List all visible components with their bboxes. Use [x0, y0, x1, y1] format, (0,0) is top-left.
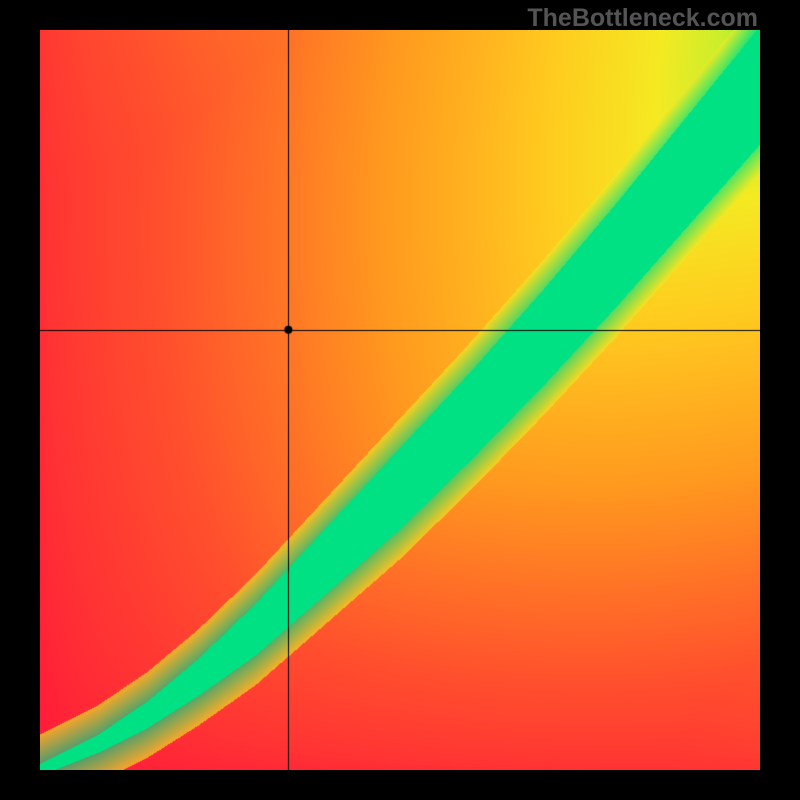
- heatmap-plot: [40, 30, 760, 770]
- chart-container: TheBottleneck.com: [0, 0, 800, 800]
- watermark-text: TheBottleneck.com: [527, 4, 758, 33]
